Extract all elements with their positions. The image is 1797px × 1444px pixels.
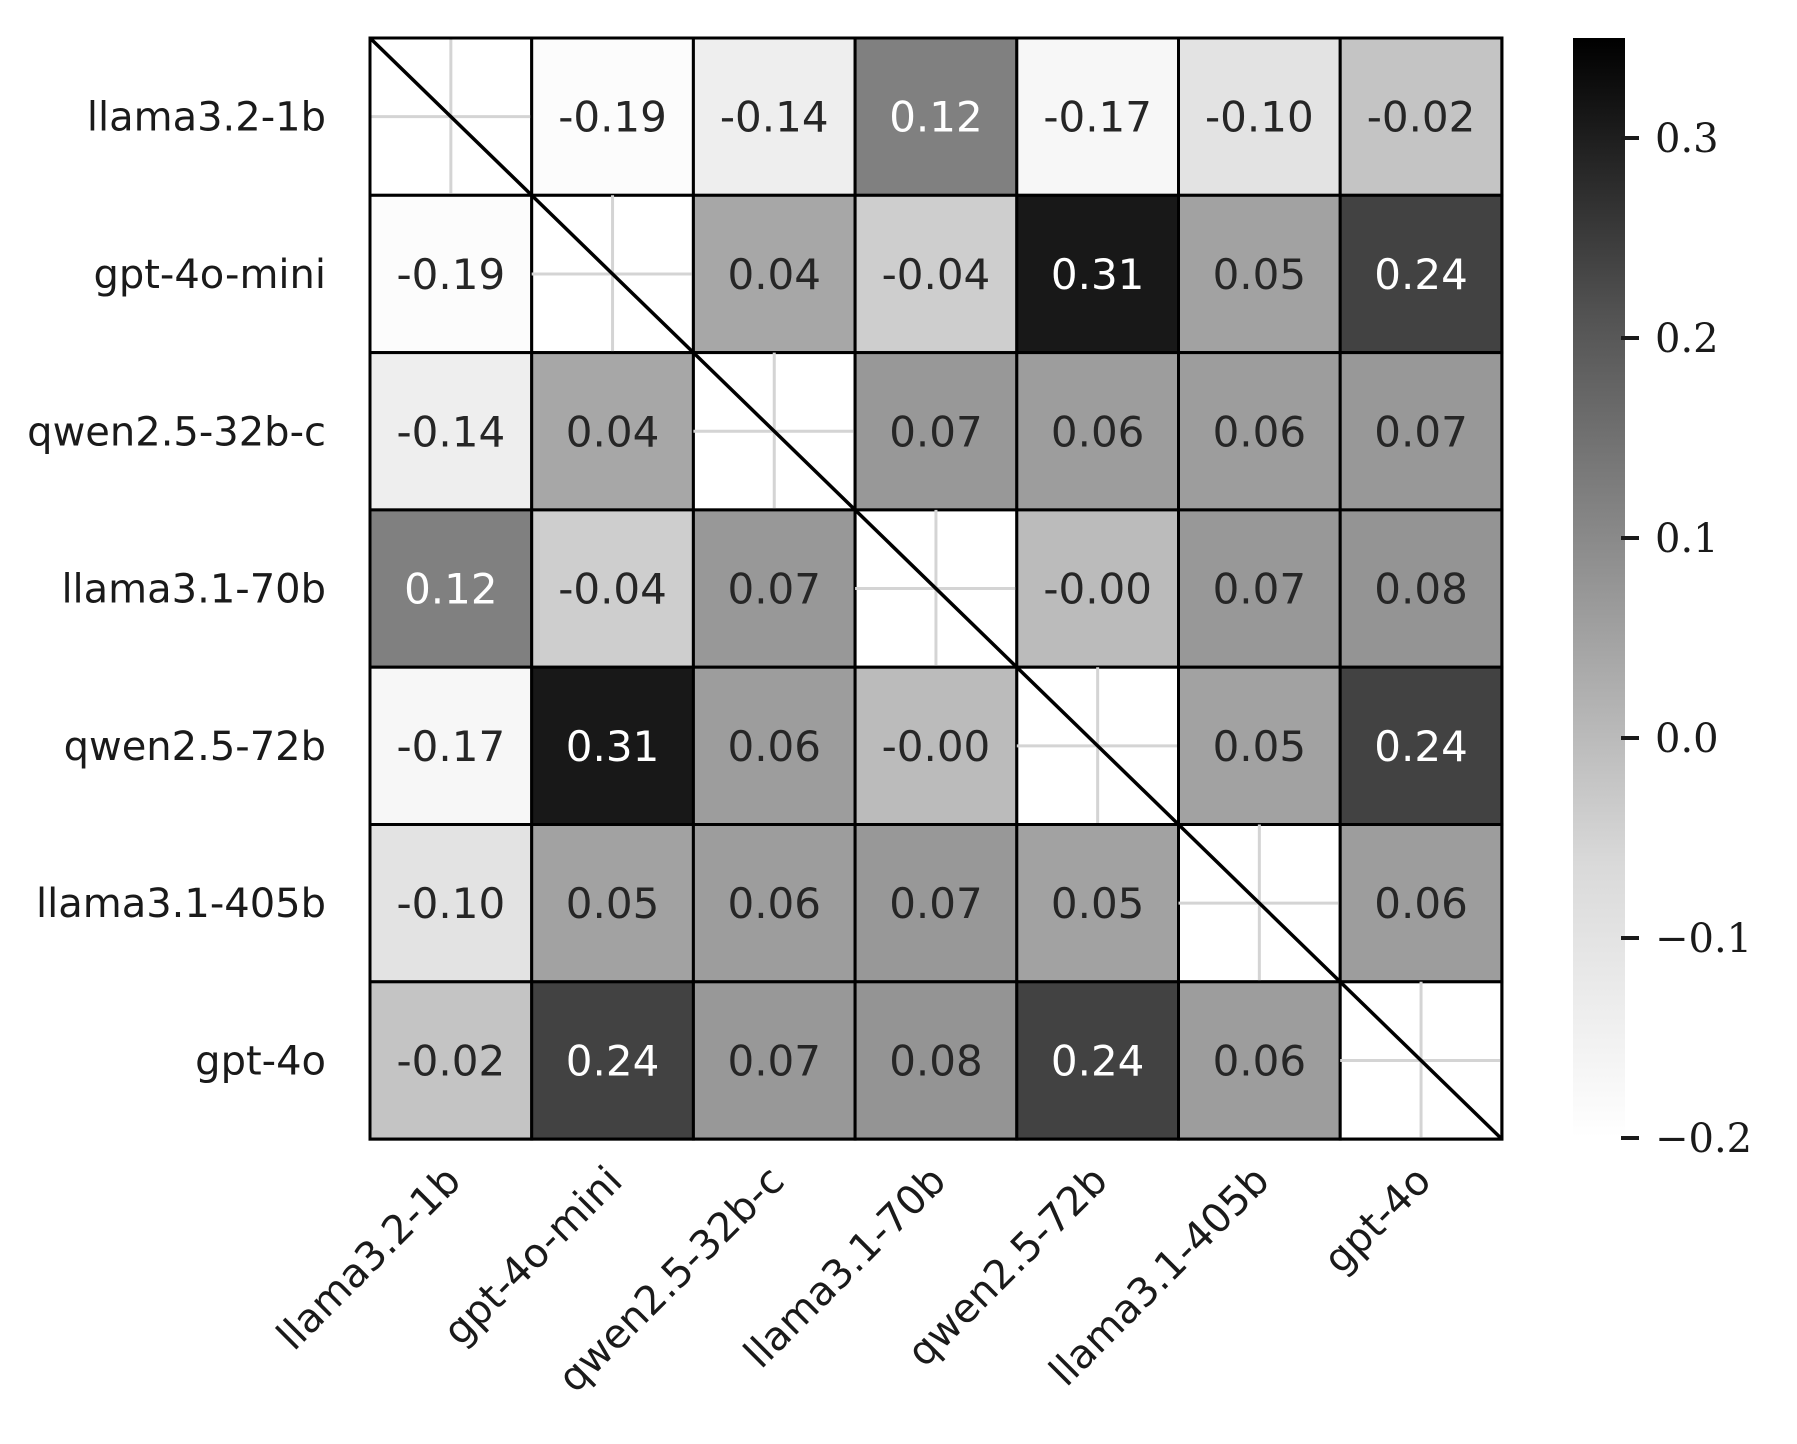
cell-value-label: -0.14 — [397, 407, 506, 456]
cell-value-label: -0.10 — [397, 879, 506, 928]
heatmap-cell-llama3-1-70b-qwen2-5-72b — [1015, 508, 1180, 669]
cell-value-label: -0.00 — [1043, 565, 1152, 614]
heatmap-frame — [368, 36, 1504, 1141]
cell-value-label: -0.04 — [882, 250, 991, 299]
cell-value-label: 0.31 — [566, 722, 660, 771]
row-label-gpt-4o-mini: gpt-4o-mini — [93, 252, 326, 298]
colorbar-tick-label: −0.2 — [1655, 1116, 1752, 1162]
cell-value-label: -0.19 — [558, 93, 667, 142]
colorbar: 0.3 0.2 0.1 0.0 −0.1 −0.2 — [1573, 38, 1752, 1162]
heatmap-cell-gpt-4o-mini-qwen2-5-32b-c — [691, 193, 857, 355]
cell-value-label: 0.07 — [727, 1036, 821, 1085]
cell-value-label: -0.19 — [397, 250, 506, 299]
cell-value-label: -0.02 — [397, 1036, 506, 1085]
heatmap-cell-llama3-1-405b-llama3-1-70b — [853, 823, 1019, 984]
cell-value-label: 0.07 — [727, 565, 821, 614]
heatmap-cell-gpt-4o-mini-llama3-1-70b — [853, 193, 1019, 355]
cell-value-label: 0.06 — [1213, 407, 1307, 456]
cell-value-label: 0.07 — [1213, 565, 1307, 614]
cell-value-label: 0.07 — [889, 879, 983, 928]
heatmap-cell-gpt-4o-llama3-1-405b — [1177, 980, 1342, 1141]
heatmap-cell-llama3-2-1b-qwen2-5-32b-c — [691, 36, 857, 197]
cell-value-label: -0.02 — [1367, 93, 1476, 142]
cell-value-label: 0.04 — [566, 407, 660, 456]
cell-value-label: 0.08 — [889, 1036, 983, 1085]
heatmap-cell-llama3-2-1b-llama3-1-405b — [1177, 36, 1342, 197]
cell-value-label: 0.05 — [1051, 879, 1145, 928]
cell-value-label: -0.04 — [558, 565, 667, 614]
cell-value-label: 0.31 — [1051, 250, 1145, 299]
colorbar-tick-label: 0.2 — [1655, 316, 1719, 362]
heatmap-cell-llama3-1-70b-qwen2-5-32b-c — [691, 508, 857, 669]
heatmap-cell-qwen2-5-72b-llama3-1-70b — [853, 665, 1019, 827]
colorbar-tick-label: −0.1 — [1655, 916, 1752, 962]
heatmap-cell-llama3-2-1b-llama3-1-70b — [853, 36, 1019, 197]
column-label-gpt-4o: gpt-4o — [1315, 1158, 1440, 1283]
heatmap-cell-qwen2-5-32b-c-llama3-1-70b — [853, 351, 1019, 512]
cell-value-label: 0.05 — [1213, 250, 1307, 299]
cell-value-label: 0.06 — [1213, 1036, 1307, 1085]
column-label-llama3-2-1b: llama3.2-1b — [268, 1158, 470, 1360]
heatmap-cell-gpt-4o-mini-gpt-4o — [1338, 193, 1504, 355]
cell-value-label: 0.06 — [727, 722, 821, 771]
row-labels: llama3.2-1b gpt-4o-mini qwen2.5-32b-c llama… — [27, 95, 326, 1085]
row-label-llama3-2-1b: llama3.2-1b — [87, 95, 326, 141]
colorbar-tick-label: 0.3 — [1655, 116, 1719, 162]
colorbar-tick-label: 0.0 — [1655, 716, 1719, 762]
heatmap-cell-llama3-1-405b-gpt-4o-mini — [530, 823, 695, 984]
heatmap-cell-gpt-4o-qwen2-5-32b-c — [691, 980, 857, 1141]
heatmap-cell-llama3-1-405b-qwen2-5-72b — [1015, 823, 1180, 984]
cell-value-label: 0.05 — [566, 879, 660, 928]
cell-value-label: -0.17 — [397, 722, 506, 771]
row-label-llama3-1-70b: llama3.1-70b — [61, 567, 326, 613]
cell-value-label: 0.06 — [1051, 407, 1145, 456]
heatmap-cell-gpt-4o-mini-qwen2-5-72b — [1015, 193, 1180, 355]
cell-value-label: -0.14 — [720, 93, 829, 142]
heatmap-cell-llama3-1-70b-gpt-4o-mini — [530, 508, 695, 669]
cell-value-label: -0.17 — [1043, 93, 1152, 142]
cell-value-label: -0.10 — [1205, 93, 1314, 142]
cell-value-label: 0.05 — [1213, 722, 1307, 771]
cell-value-label: 0.07 — [889, 407, 983, 456]
cell-value-label: 0.12 — [889, 93, 983, 142]
cell-value-label: -0.00 — [882, 722, 991, 771]
heatmap-cells: -0.19 -0.14 0.12 -0.17 -0.10 -0.02 -0.19 0.04 -0… — [368, 36, 1504, 1141]
heatmap-cell-gpt-4o-llama3-1-70b — [853, 980, 1019, 1141]
row-label-llama3-1-405b: llama3.1-405b — [36, 881, 326, 927]
colorbar-gradient — [1573, 38, 1625, 1138]
row-label-qwen2-5-32b-c: qwen2.5-32b-c — [27, 409, 326, 455]
heatmap-cell-llama3-1-70b-llama3-1-405b — [1177, 508, 1342, 669]
heatmap-cell-llama3-1-405b-qwen2-5-32b-c — [691, 823, 857, 984]
cell-value-label: 0.12 — [404, 565, 498, 614]
colorbar-tick-label: 0.1 — [1655, 516, 1719, 562]
cell-value-label: 0.06 — [1374, 879, 1468, 928]
cell-value-label: 0.07 — [1374, 407, 1468, 456]
cell-value-label: 0.24 — [566, 1036, 660, 1085]
row-label-gpt-4o: gpt-4o — [195, 1038, 326, 1084]
diagonal-line — [368, 36, 1504, 1141]
cell-value-label: 0.06 — [727, 879, 821, 928]
heatmap-cell-llama3-1-405b-gpt-4o — [1338, 823, 1504, 984]
cell-value-label: 0.04 — [727, 250, 821, 299]
row-label-qwen2-5-72b: qwen2.5-72b — [64, 724, 326, 770]
heatmap-cell-llama3-2-1b-gpt-4o — [1338, 36, 1504, 197]
cell-value-label: 0.24 — [1374, 250, 1468, 299]
cell-value-label: 0.24 — [1051, 1036, 1145, 1085]
column-labels: llama3.2-1bgpt-4o-miniqwen2.5-32b-cllama… — [268, 1158, 1440, 1402]
cell-value-label: 0.24 — [1374, 722, 1468, 771]
cell-value-label: 0.08 — [1374, 565, 1468, 614]
heatmap-cell-qwen2-5-32b-c-gpt-4o — [1338, 351, 1504, 512]
